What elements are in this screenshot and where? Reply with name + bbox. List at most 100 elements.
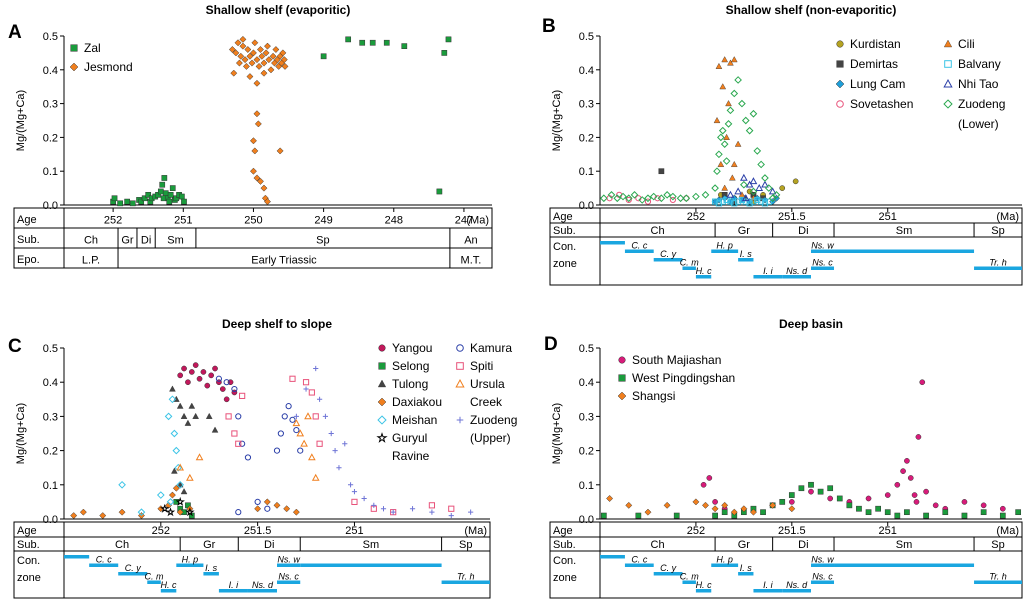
data-point — [761, 180, 769, 188]
data-point — [246, 73, 254, 81]
data-point — [185, 379, 191, 386]
legend-label: Tulong — [392, 377, 428, 391]
data-point — [292, 508, 300, 516]
strat-table: Age Sub. Con. zone 252 251.5 251 (Ma) Ch Gr Di Sm Sp… — [13, 521, 491, 599]
data-point — [162, 190, 169, 197]
data-point — [181, 198, 187, 205]
data-point — [303, 386, 309, 392]
series-meishan — [118, 395, 185, 516]
data-point — [663, 501, 671, 509]
data-point — [999, 512, 1006, 519]
series-ursula-creek — [176, 412, 320, 481]
data-point — [322, 413, 329, 419]
legend: Yangou Selong Tulong Daxiakou Meishan Guryul R… — [376, 341, 517, 463]
table-cell: Ch — [84, 235, 98, 247]
data-point — [249, 137, 257, 145]
zone-bar — [441, 580, 490, 584]
zone-label: H. c — [696, 266, 713, 276]
data-point — [673, 512, 680, 519]
zone-label: Tr. h — [989, 258, 1007, 268]
legend-marker — [378, 362, 386, 370]
panel-letter: C — [8, 336, 22, 357]
data-point — [676, 194, 685, 203]
data-point — [244, 46, 252, 53]
x-tick-label: 251 — [879, 525, 897, 537]
data-point — [624, 194, 633, 203]
data-point — [692, 498, 700, 506]
data-point — [817, 488, 824, 495]
zone-bar — [782, 275, 811, 279]
zone-label: Tr. h — [457, 572, 475, 582]
legend-label: (Lower) — [958, 117, 999, 131]
zone-bar — [600, 555, 625, 559]
x-tick-label: 249 — [314, 215, 332, 227]
data-point — [145, 192, 152, 198]
zone-bar — [203, 572, 219, 576]
y-tick-label: 0.5 — [579, 343, 594, 355]
data-point — [884, 509, 891, 516]
data-point — [188, 369, 195, 375]
zone-label: H. p — [182, 555, 199, 565]
data-point — [169, 185, 176, 191]
data-point — [302, 379, 310, 386]
data-point — [254, 505, 262, 513]
zone-bar — [653, 572, 683, 576]
legend-label: Kurdistan — [850, 37, 901, 51]
table-cell: Early Triassic — [251, 255, 317, 267]
data-point — [827, 485, 834, 492]
data-point — [251, 39, 259, 47]
x-tick-label: 251 — [345, 525, 363, 537]
y-tick-label: 0.4 — [43, 377, 58, 389]
data-point — [875, 505, 881, 512]
zone-label: C. m — [680, 572, 700, 582]
data-point — [715, 150, 723, 159]
data-point — [726, 190, 735, 198]
data-point — [788, 492, 795, 498]
table-row-label: Age — [553, 525, 573, 537]
data-point — [232, 49, 240, 57]
zone-bar — [160, 589, 177, 593]
legend-label: Balvany — [958, 57, 1001, 71]
data-point — [237, 52, 245, 60]
data-point — [228, 46, 236, 53]
y-tick-label: 0.0 — [579, 514, 594, 526]
data-point — [932, 502, 939, 509]
data-point — [638, 196, 647, 204]
zone-label: Ns. d — [786, 266, 808, 276]
zone-bar — [300, 563, 442, 567]
data-point — [741, 194, 750, 202]
data-point — [129, 200, 136, 207]
zone-bar — [834, 563, 975, 567]
data-point — [248, 59, 256, 67]
data-point — [156, 491, 165, 499]
table-cell: Sp — [991, 225, 1004, 237]
data-point — [730, 160, 738, 167]
data-point — [730, 89, 739, 98]
zone-bar — [738, 258, 754, 262]
data-point — [788, 499, 795, 505]
data-point — [865, 509, 872, 516]
data-point — [448, 505, 455, 512]
data-point — [311, 473, 320, 481]
legend-label: South Majiashan — [632, 353, 721, 367]
y-tick-label: 0.4 — [43, 65, 58, 77]
data-point — [264, 198, 271, 206]
legend-marker — [943, 39, 953, 48]
data-point — [730, 508, 738, 516]
zone-label: C. y — [660, 249, 677, 259]
x-tick-label: 251 — [879, 211, 897, 223]
zone-bar — [218, 589, 248, 593]
data-point — [188, 512, 195, 519]
legend-marker — [377, 397, 387, 407]
data-point — [180, 412, 188, 419]
data-point — [999, 505, 1006, 512]
table-cell: L.P. — [82, 255, 100, 267]
data-point — [730, 56, 738, 63]
data-point — [788, 505, 796, 513]
data-point — [722, 157, 731, 165]
y-axis-label: Mg/(Mg+Ca) — [551, 90, 563, 151]
x-tick-label: 248 — [385, 215, 403, 227]
data-point — [137, 508, 146, 516]
data-point — [208, 372, 215, 379]
data-point — [761, 200, 769, 207]
